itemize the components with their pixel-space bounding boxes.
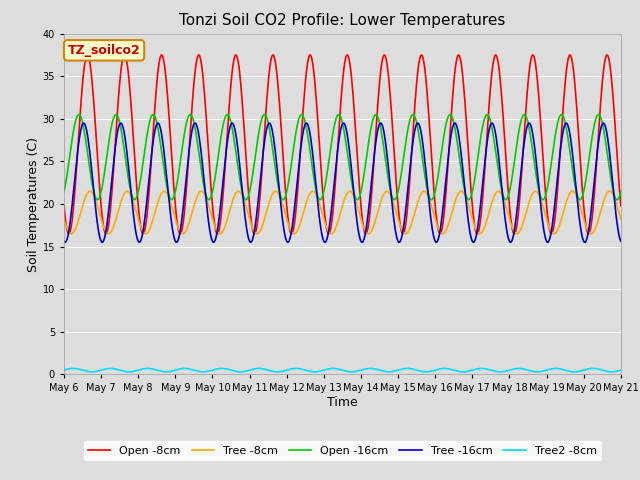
Open -16cm (568, 159, 575, 165)
Tree -16cm (184, 160, 191, 166)
Tree -8cm (182, 228, 190, 233)
Open -8cm (83, 52, 91, 58)
Tree2 -8cm (335, 366, 343, 372)
Tree -16cm (335, 135, 343, 141)
X-axis label: Time: Time (327, 396, 358, 409)
Open -8cm (60, 203, 68, 208)
Tree -16cm (568, 141, 575, 146)
Tree -16cm (116, 120, 124, 126)
Tree -8cm (60, 216, 68, 222)
Tree -8cm (206, 208, 214, 214)
Tree2 -8cm (184, 366, 191, 372)
Tree2 -8cm (390, 369, 397, 374)
Tree2 -8cm (88, 369, 95, 375)
Open -16cm (184, 115, 191, 121)
Line: Tree -8cm: Tree -8cm (64, 191, 621, 234)
Tree -8cm (617, 216, 625, 222)
Line: Open -16cm: Open -16cm (64, 115, 621, 200)
Line: Tree2 -8cm: Tree2 -8cm (64, 369, 621, 372)
Tree -16cm (61, 240, 68, 245)
Open -16cm (335, 112, 343, 118)
Open -16cm (445, 113, 452, 119)
Tree -8cm (445, 222, 452, 228)
Tree -16cm (445, 153, 452, 159)
Open -8cm (335, 121, 343, 127)
Tree -8cm (390, 200, 397, 206)
Open -16cm (617, 189, 625, 194)
Tree -16cm (617, 239, 625, 244)
Open -8cm (568, 54, 575, 60)
Open -16cm (75, 112, 83, 118)
Open -16cm (208, 192, 216, 197)
Tree2 -8cm (445, 366, 452, 372)
Text: TZ_soilco2: TZ_soilco2 (68, 44, 140, 57)
Line: Open -8cm: Open -8cm (64, 55, 621, 234)
Open -8cm (65, 231, 72, 237)
Open -8cm (445, 156, 452, 162)
Open -8cm (184, 168, 191, 173)
Open -8cm (390, 139, 397, 144)
Tree2 -8cm (617, 367, 625, 373)
Open -8cm (617, 203, 625, 208)
Tree2 -8cm (208, 368, 216, 373)
Legend: Open -8cm, Tree -8cm, Open -16cm, Tree -16cm, Tree2 -8cm: Open -8cm, Tree -8cm, Open -16cm, Tree -… (84, 441, 601, 460)
Open -16cm (93, 197, 101, 203)
Title: Tonzi Soil CO2 Profile: Lower Temperatures: Tonzi Soil CO2 Profile: Lower Temperatur… (179, 13, 506, 28)
Tree2 -8cm (69, 366, 77, 372)
Tree2 -8cm (568, 369, 575, 374)
Open -16cm (390, 196, 397, 202)
Line: Tree -16cm: Tree -16cm (64, 123, 621, 242)
Tree -8cm (335, 214, 343, 220)
Tree -16cm (60, 239, 68, 244)
Y-axis label: Soil Temperatures (C): Soil Temperatures (C) (27, 136, 40, 272)
Open -16cm (60, 189, 68, 194)
Tree -8cm (253, 231, 261, 237)
Open -8cm (208, 194, 216, 200)
Tree -8cm (568, 189, 575, 194)
Tree -16cm (390, 213, 397, 219)
Tree -8cm (272, 188, 280, 194)
Tree -16cm (208, 237, 216, 242)
Tree2 -8cm (60, 367, 68, 373)
